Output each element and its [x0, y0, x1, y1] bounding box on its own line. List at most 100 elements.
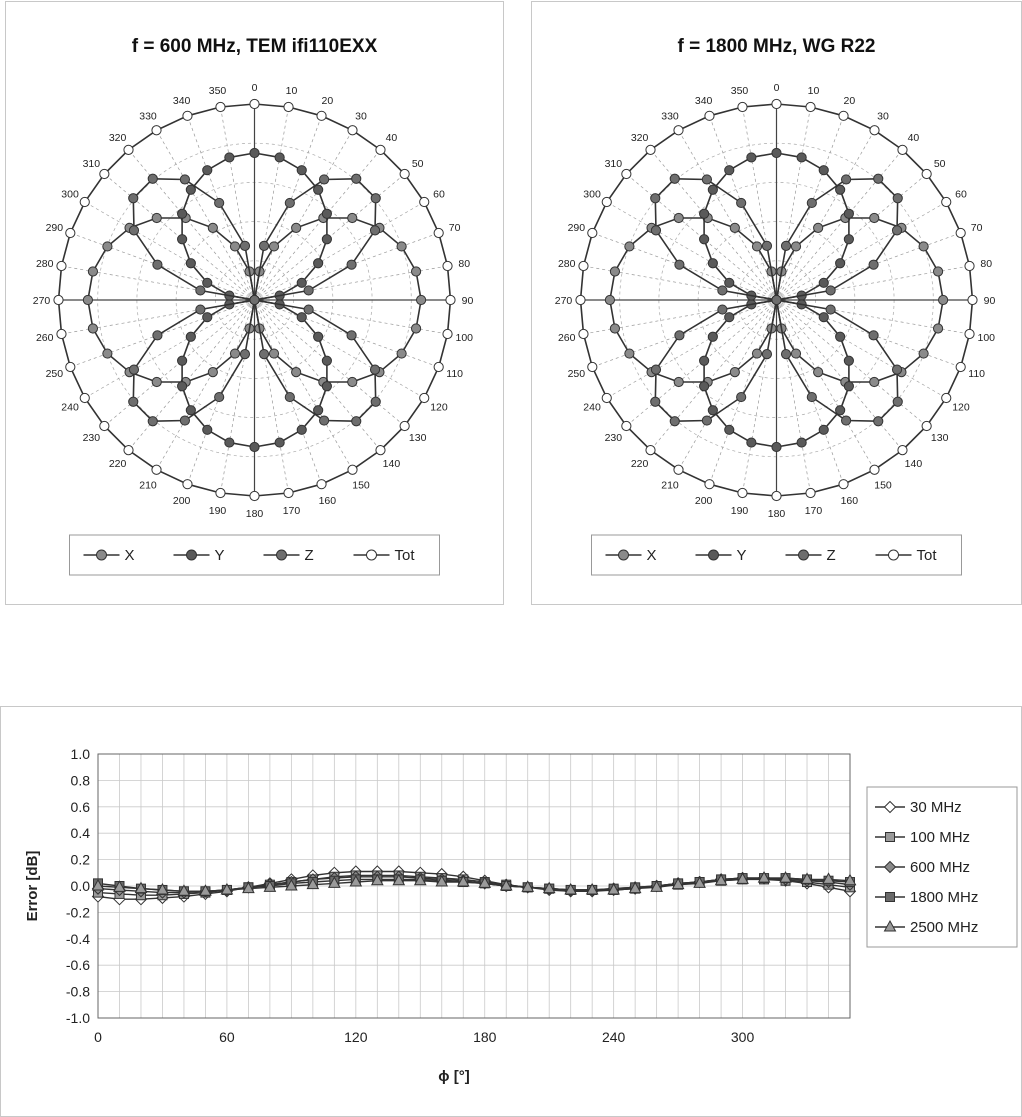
angle-label: 40	[386, 132, 398, 144]
angle-label: 50	[934, 158, 946, 170]
data-point-x	[82, 294, 94, 306]
data-point-x	[87, 323, 99, 334]
spoke-line	[187, 299, 255, 485]
spoke-line	[776, 299, 947, 399]
data-point-z	[369, 225, 381, 236]
angle-label: 110	[446, 368, 463, 380]
angle-label: 10	[808, 85, 820, 97]
angle-label: 130	[409, 432, 427, 444]
data-point-y	[296, 424, 307, 435]
data-point-y	[296, 312, 307, 323]
data-point-y	[321, 234, 332, 245]
data-point-y	[185, 405, 196, 416]
y-tick-label: 1.0	[71, 746, 91, 762]
data-point-tot	[347, 125, 358, 136]
data-point-z	[650, 225, 662, 236]
data-point-tot	[399, 168, 410, 180]
legend-marker	[276, 549, 287, 561]
data-point-y	[177, 234, 188, 245]
data-point-z	[351, 416, 362, 427]
data-point-x	[151, 212, 162, 224]
data-point-y	[185, 184, 196, 195]
data-point-y	[724, 277, 735, 288]
x-tick-label: 300	[731, 1029, 755, 1045]
data-point-z	[780, 240, 792, 251]
data-point-y	[818, 424, 829, 435]
angle-label: 350	[209, 85, 227, 97]
data-point-y	[202, 312, 213, 323]
data-point-z	[736, 391, 747, 403]
data-point-z	[892, 396, 903, 407]
data-point-z	[891, 364, 903, 375]
data-point-z	[258, 349, 270, 360]
spoke-line	[606, 201, 777, 301]
legend-label: 1800 MHz	[910, 889, 978, 906]
data-point-z	[128, 193, 139, 204]
data-point-y	[699, 381, 710, 392]
data-point-y	[202, 165, 213, 176]
angle-label: 90	[984, 295, 996, 307]
data-point-y	[724, 424, 735, 435]
data-point-z	[128, 364, 140, 375]
spoke-line	[254, 299, 322, 485]
data-point-tot	[673, 464, 684, 475]
legend-marker	[96, 549, 107, 561]
data-point-2500-mhz	[478, 876, 492, 888]
data-point-tot	[56, 260, 67, 272]
data-point-2500-mhz	[306, 877, 320, 890]
data-point-y	[699, 234, 710, 245]
angle-label: 260	[558, 332, 576, 344]
data-point-y	[321, 208, 332, 219]
data-point-2500-mhz	[542, 881, 556, 894]
data-point-tot	[805, 101, 816, 113]
data-point-tot	[53, 294, 64, 306]
data-point-y	[818, 312, 829, 323]
data-point-z	[195, 285, 206, 296]
angle-label: 20	[322, 95, 334, 107]
data-point-z	[650, 193, 661, 204]
spoke-line	[84, 299, 255, 399]
data-point-2500-mhz	[327, 876, 341, 888]
data-point-z	[318, 174, 330, 185]
legend-label: Y	[215, 547, 225, 564]
data-point-tot	[941, 196, 952, 208]
data-point-z	[179, 174, 191, 185]
data-point-x	[410, 323, 422, 334]
data-point-x	[410, 266, 422, 277]
chart-title: f = 600 MHz, TEM ifi110EXX	[132, 36, 378, 57]
data-point-z	[249, 294, 260, 306]
data-point-tot	[419, 196, 430, 208]
data-point-y	[249, 441, 260, 453]
angle-label: 170	[283, 505, 301, 517]
data-point-y	[818, 277, 829, 288]
data-point-tot	[123, 144, 134, 155]
angle-label: 160	[841, 495, 859, 507]
angle-label: 220	[631, 458, 649, 470]
data-point-z	[351, 173, 362, 184]
legend-marker	[708, 549, 719, 561]
data-point-y	[313, 331, 324, 342]
data-point-tot	[578, 260, 589, 272]
data-point-y	[771, 441, 782, 453]
data-point-z	[128, 396, 139, 407]
data-point-tot	[215, 487, 226, 499]
spoke-line	[156, 130, 255, 301]
spoke-line	[776, 232, 961, 301]
data-point-tot	[838, 110, 849, 121]
data-point-y	[843, 208, 854, 219]
angle-label: 160	[319, 495, 337, 507]
data-point-tot	[941, 392, 952, 404]
data-point-y	[746, 437, 757, 448]
spoke-line	[156, 299, 255, 470]
angle-label: 300	[61, 189, 79, 201]
angle-label: 290	[46, 222, 64, 234]
data-point-tot	[645, 445, 656, 456]
data-point-tot	[587, 227, 598, 239]
legend-marker	[186, 549, 197, 561]
x-axis-title: ϕ [°]	[438, 1068, 469, 1085]
spoke-line	[678, 130, 777, 301]
data-point-x	[790, 241, 802, 252]
angle-label: 120	[952, 402, 970, 414]
data-point-2500-mhz	[263, 880, 277, 892]
spoke-line	[592, 299, 777, 368]
